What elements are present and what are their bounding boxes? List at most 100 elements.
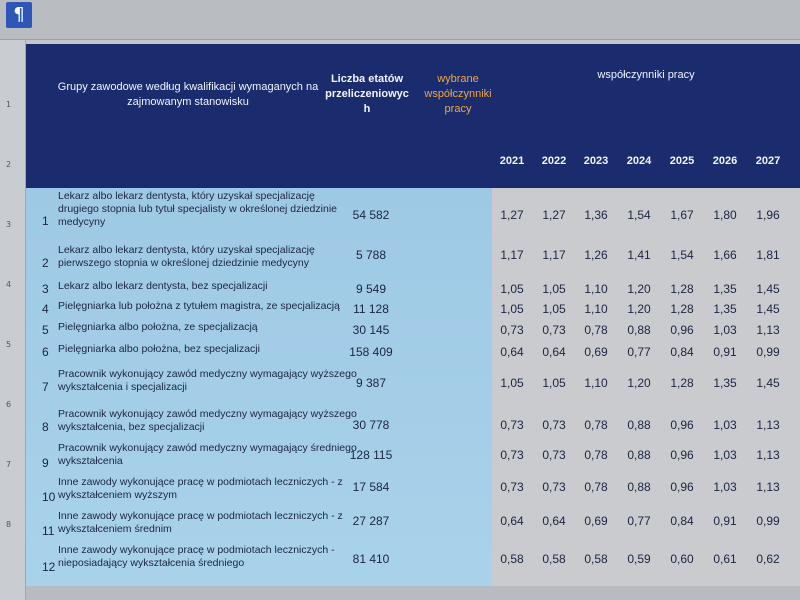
row-number: 8: [42, 420, 49, 434]
document-page[interactable]: Grupy zawodowe według kwalifikacji wymag…: [26, 40, 800, 600]
coefficient-value: 0,78: [584, 418, 608, 432]
coefficient-value: 1,36: [584, 208, 608, 222]
coefficient-value: 0,91: [713, 514, 737, 528]
table-row: 1 Lekarz albo lekarz dentysta, który uzys…: [26, 190, 800, 242]
coefficient-value: 0,59: [627, 552, 651, 566]
coefficient-value: 1,03: [713, 448, 737, 462]
table-row: 7 Pracownik wykonujący zawód medyczny wym…: [26, 368, 800, 402]
header-count: Liczba etatów przeliczeniowyc h: [325, 73, 409, 115]
coefficient-value: 1,80: [713, 208, 737, 222]
row-count: 9 549: [355, 282, 387, 296]
coefficient-value: 0,77: [627, 514, 651, 528]
coefficient-value: 1,28: [670, 376, 694, 390]
coefficient-value: 0,78: [584, 323, 608, 337]
coefficient-value: 1,28: [670, 302, 694, 316]
coefficient-value: 0,64: [500, 514, 524, 528]
coefficient-value: 0,64: [542, 514, 566, 528]
coefficient-value: 1,35: [713, 282, 737, 296]
coefficient-value: 0,73: [500, 323, 524, 337]
coefficient-value: 0,58: [584, 552, 608, 566]
ruler-mark: 2: [6, 160, 12, 169]
ruler-mark: 3: [6, 220, 12, 229]
coefficient-value: 0,96: [670, 323, 694, 337]
coefficient-value: 0,96: [670, 480, 694, 494]
coefficient-value: 1,20: [627, 282, 651, 296]
coefficient-value: 1,13: [756, 480, 780, 494]
coefficient-value: 0,73: [500, 448, 524, 462]
ruler-mark: 7: [6, 460, 12, 469]
table-row: 11 Inne zawody wykonujące pracę w podmiot…: [26, 510, 800, 544]
header-year: 2026: [712, 155, 738, 167]
coefficient-value: 0,58: [500, 552, 524, 566]
label-column-background: [26, 188, 492, 586]
coefficient-value: 0,88: [627, 418, 651, 432]
page-footer: [26, 586, 800, 600]
coefficient-value: 0,99: [756, 514, 780, 528]
coefficient-value: 1,03: [713, 418, 737, 432]
header-group: Grupy zawodowe według kwalifikacji wymag…: [57, 81, 319, 108]
coefficient-value: 1,45: [756, 282, 780, 296]
ruler-mark: 1: [6, 100, 12, 109]
row-group-name: Pracownik wykonujący zawód medyczny wyma…: [58, 368, 357, 393]
row-count: 30 778: [352, 418, 390, 432]
row-number: 6: [42, 345, 49, 359]
row-count: 11 128: [353, 302, 389, 316]
row-number: 3: [42, 282, 49, 296]
row-group-name: Pielęgniarka albo położna, bez specjaliz…: [58, 343, 260, 355]
coefficient-value: 0,61: [713, 552, 737, 566]
ruler-mark: 5: [6, 340, 12, 349]
header-year: 2022: [541, 155, 567, 167]
row-number: 12: [42, 560, 56, 574]
coefficient-value: 1,05: [542, 376, 566, 390]
row-group-name: Inne zawody wykonujące pracę w podmiotac…: [58, 510, 343, 535]
table-body: 1 Lekarz albo lekarz dentysta, który uzys…: [26, 188, 800, 586]
row-count: 9 387: [355, 376, 387, 390]
coefficient-value: 0,73: [500, 418, 524, 432]
row-number: 10: [42, 490, 56, 504]
coefficient-value: 1,03: [713, 323, 737, 337]
coefficient-value: 0,73: [500, 480, 524, 494]
coefficient-value: 1,05: [542, 282, 566, 296]
header-year: 2024: [626, 155, 652, 167]
coefficient-value: 0,73: [542, 448, 566, 462]
header-year: 2025: [669, 155, 695, 167]
ruler-mark: 4: [6, 280, 12, 289]
coefficient-value: 0,73: [542, 480, 566, 494]
coefficient-value: 0,60: [670, 552, 694, 566]
pilcrow-icon[interactable]: ¶: [6, 2, 32, 28]
table-row: 8 Pracownik wykonujący zawód medyczny wym…: [26, 408, 800, 442]
coefficient-value: 0,88: [627, 448, 651, 462]
coefficient-value: 1,20: [627, 302, 651, 316]
table-row: 3 Lekarz albo lekarz dentysta, bez specja…: [26, 280, 800, 298]
row-number: 5: [42, 323, 49, 337]
table-row: 10 Inne zawody wykonujące pracę w podmiot…: [26, 476, 800, 510]
coefficient-value: 1,45: [756, 302, 780, 316]
coefficient-value: 1,67: [670, 208, 694, 222]
coefficient-value: 1,54: [627, 208, 651, 222]
row-count: 158 409: [349, 345, 393, 359]
coefficient-value: 1,81: [756, 248, 780, 262]
row-count: 17 584: [352, 480, 390, 494]
coefficient-value: 1,54: [670, 248, 694, 262]
row-group-name: Lekarz albo lekarz dentysta, który uzysk…: [58, 190, 337, 228]
coefficient-value: 0,78: [584, 448, 608, 462]
coefficient-value: 1,05: [542, 302, 566, 316]
table-header: Grupy zawodowe według kwalifikacji wymag…: [26, 44, 800, 188]
row-count: 27 287: [352, 514, 390, 528]
row-number: 1: [42, 214, 49, 228]
coefficient-value: 1,10: [584, 376, 608, 390]
table-row: 4 Pielęgniarka lub położna z tytułem magi…: [26, 300, 800, 318]
table-row: 9 Pracownik wykonujący zawód medyczny wym…: [26, 442, 800, 476]
document-toolbar: ¶: [0, 0, 800, 40]
table-row: 12 Inne zawody wykonujące pracę w podmiot…: [26, 544, 800, 582]
row-number: 7: [42, 380, 49, 394]
coefficient-value: 0,78: [584, 480, 608, 494]
coefficient-value: 0,84: [670, 345, 694, 359]
row-number: 2: [42, 256, 49, 270]
ruler-mark: 6: [6, 400, 12, 409]
coefficient-value: 1,05: [500, 282, 524, 296]
coefficient-value: 1,10: [584, 302, 608, 316]
coefficient-value: 0,69: [584, 514, 608, 528]
row-group-name: Pielęgniarka lub położna z tytułem magis…: [58, 300, 340, 312]
coefficient-value: 0,77: [627, 345, 651, 359]
